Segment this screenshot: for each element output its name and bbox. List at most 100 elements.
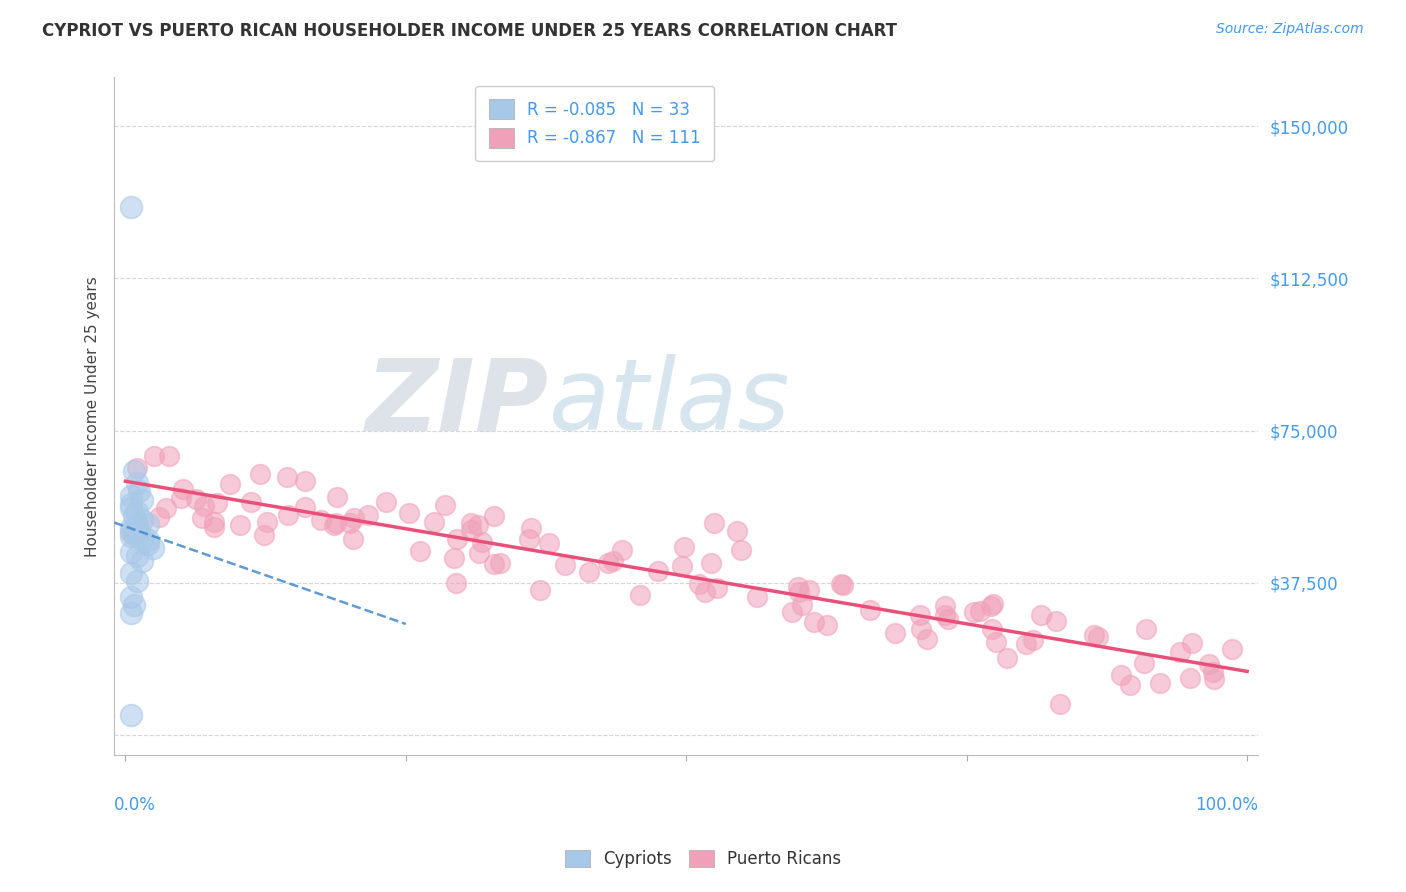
Point — [1198, 657, 1220, 671]
Point — [131, 533, 153, 548]
Point — [1222, 642, 1244, 657]
Point — [120, 521, 142, 535]
Point — [1031, 607, 1053, 622]
Point — [517, 532, 540, 546]
Point — [803, 615, 825, 630]
Point — [120, 545, 142, 559]
Point — [124, 464, 146, 478]
Point — [326, 491, 349, 505]
Point — [148, 509, 170, 524]
Text: atlas: atlas — [548, 354, 790, 451]
Point — [700, 556, 723, 570]
Point — [120, 607, 142, 621]
Point — [831, 578, 853, 592]
Point — [693, 584, 716, 599]
Point — [1149, 676, 1171, 690]
Point — [446, 532, 468, 546]
Point — [444, 576, 467, 591]
Point — [120, 500, 142, 515]
Point — [787, 580, 810, 594]
Point — [357, 508, 380, 522]
Legend: Cypriots, Puerto Ricans: Cypriots, Puerto Ricans — [558, 843, 848, 875]
Point — [343, 510, 366, 524]
Point — [787, 584, 810, 599]
Point — [136, 537, 159, 551]
Point — [277, 508, 299, 523]
Point — [120, 489, 142, 503]
Point — [294, 474, 316, 488]
Point — [120, 590, 142, 604]
Point — [323, 518, 346, 533]
Point — [125, 525, 148, 540]
Point — [120, 200, 142, 214]
Point — [529, 583, 551, 598]
Point — [124, 598, 146, 612]
Text: 0.0%: 0.0% — [114, 796, 156, 814]
Point — [125, 516, 148, 531]
Point — [598, 556, 620, 570]
Point — [1022, 633, 1045, 648]
Point — [131, 553, 153, 567]
Point — [120, 707, 142, 722]
Point — [229, 518, 252, 533]
Point — [797, 582, 820, 597]
Point — [1202, 672, 1225, 686]
Point — [980, 622, 1002, 636]
Point — [1087, 630, 1109, 644]
Point — [460, 516, 482, 531]
Point — [342, 532, 364, 546]
Point — [1083, 628, 1105, 642]
Point — [240, 495, 263, 509]
Point — [339, 516, 361, 530]
Point — [276, 469, 298, 483]
Point — [193, 499, 215, 513]
Point — [128, 484, 150, 499]
Point — [253, 527, 276, 541]
Point — [191, 511, 214, 525]
Point — [730, 543, 752, 558]
Point — [460, 524, 482, 538]
Point — [1181, 635, 1204, 649]
Point — [128, 523, 150, 537]
Point — [725, 524, 748, 538]
Point — [520, 521, 543, 535]
Point — [883, 626, 905, 640]
Point — [602, 554, 624, 568]
Point — [934, 608, 956, 623]
Point — [482, 509, 505, 524]
Text: Source: ZipAtlas.com: Source: ZipAtlas.com — [1216, 22, 1364, 37]
Y-axis label: Householder Income Under 25 years: Householder Income Under 25 years — [86, 276, 100, 557]
Point — [936, 612, 959, 626]
Point — [934, 599, 956, 613]
Point — [468, 546, 491, 560]
Point — [170, 491, 193, 505]
Point — [294, 500, 316, 515]
Point — [995, 651, 1018, 665]
Point — [908, 608, 931, 623]
Point — [120, 566, 142, 580]
Point — [131, 492, 153, 507]
Point — [120, 497, 142, 511]
Point — [1109, 668, 1132, 682]
Point — [143, 449, 166, 463]
Point — [311, 513, 333, 527]
Point — [127, 460, 149, 475]
Point — [628, 587, 651, 601]
Point — [915, 632, 938, 646]
Point — [155, 501, 177, 516]
Point — [325, 516, 347, 530]
Point — [1045, 614, 1067, 628]
Point — [249, 467, 271, 481]
Point — [157, 449, 180, 463]
Point — [1133, 656, 1156, 670]
Point — [489, 556, 512, 570]
Point — [120, 525, 142, 540]
Point — [124, 527, 146, 541]
Point — [1202, 665, 1225, 679]
Point — [202, 515, 225, 529]
Point — [578, 565, 600, 579]
Point — [790, 598, 813, 612]
Point — [120, 529, 142, 543]
Point — [1168, 645, 1191, 659]
Point — [202, 520, 225, 534]
